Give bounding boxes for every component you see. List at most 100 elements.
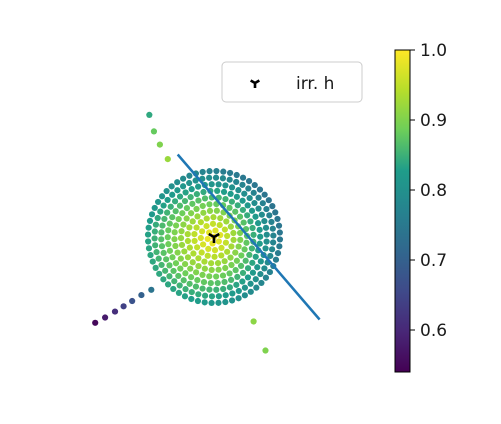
data-point (181, 248, 188, 255)
data-point (246, 194, 253, 202)
data-point (239, 197, 246, 204)
data-point (208, 181, 215, 188)
data-point (205, 245, 212, 253)
data-point (173, 222, 180, 229)
data-point (146, 217, 154, 225)
data-point (188, 288, 195, 296)
data-point (160, 202, 167, 209)
data-point (182, 286, 189, 293)
data-point (241, 190, 248, 197)
data-point (183, 215, 190, 222)
data-point (209, 220, 217, 227)
data-point (220, 168, 227, 175)
data-point (164, 234, 171, 241)
data-point (256, 186, 264, 193)
data-point (201, 195, 209, 202)
data-point (262, 347, 269, 354)
data-point (176, 193, 184, 200)
data-point (159, 222, 166, 229)
data-point (168, 183, 175, 190)
data-point (169, 214, 176, 221)
data-point (258, 279, 265, 287)
data-point (184, 254, 192, 261)
data-point (257, 258, 264, 265)
data-point (213, 207, 220, 214)
data-point (197, 219, 204, 226)
data-point (183, 205, 191, 212)
data-point (263, 231, 270, 238)
data-point (200, 241, 207, 248)
data-point (195, 291, 202, 298)
center-marker (208, 232, 220, 243)
data-point (186, 224, 193, 231)
data-point (174, 187, 181, 194)
data-point (201, 299, 208, 306)
data-point (158, 243, 166, 250)
data-point (214, 279, 221, 287)
data-point (276, 236, 284, 243)
data-point (237, 236, 244, 243)
data-point (238, 252, 245, 259)
data-point (274, 215, 281, 223)
data-point (164, 209, 171, 216)
data-point (236, 229, 244, 237)
data-point (236, 213, 244, 220)
data-point (266, 212, 273, 219)
data-point (166, 262, 173, 269)
colorbar-tick-label: 0.7 (420, 251, 447, 271)
data-point (221, 278, 228, 286)
data-point (224, 232, 231, 240)
data-point (262, 274, 270, 281)
data-point (220, 188, 228, 196)
data-point (170, 285, 177, 293)
data-point (267, 252, 274, 260)
data-point (192, 283, 200, 290)
data-point (199, 202, 206, 210)
data-point (180, 277, 187, 284)
data-point (228, 184, 236, 191)
data-point (188, 186, 195, 193)
data-point (272, 256, 280, 263)
colorbar-tick-label: 0.6 (420, 321, 447, 341)
data-point (177, 255, 184, 262)
data-point (247, 288, 254, 295)
data-point (211, 253, 218, 260)
data-point (248, 207, 256, 214)
data-point (102, 314, 109, 321)
data-point (171, 229, 178, 236)
data-point (252, 253, 259, 260)
data-point (216, 221, 223, 229)
data-point (200, 209, 207, 216)
data-point (154, 198, 162, 206)
data-point (212, 174, 220, 181)
data-point (195, 183, 202, 190)
data-point (254, 264, 261, 271)
data-point (237, 262, 245, 269)
data-point (158, 229, 165, 236)
data-point (249, 224, 256, 232)
data-point (232, 208, 239, 215)
data-point (222, 292, 229, 299)
data-point (180, 221, 187, 228)
data-point (199, 285, 206, 292)
data-point (250, 189, 257, 196)
data-point (148, 286, 155, 293)
data-point (243, 239, 250, 246)
data-point (222, 182, 229, 189)
data-point (248, 245, 255, 252)
data-point (200, 278, 208, 286)
data-point (245, 185, 252, 192)
data-point (235, 187, 242, 194)
data-point (186, 179, 193, 187)
data-point (150, 128, 158, 135)
data-point (179, 183, 187, 190)
data-point (215, 299, 222, 306)
data-point (172, 208, 179, 215)
data-point (129, 297, 136, 305)
data-point (252, 213, 259, 220)
colorbar-tick-label: 0.8 (420, 181, 447, 201)
data-point (228, 261, 235, 269)
data-point (227, 190, 234, 197)
data-point (211, 247, 219, 254)
data-point (178, 241, 186, 249)
